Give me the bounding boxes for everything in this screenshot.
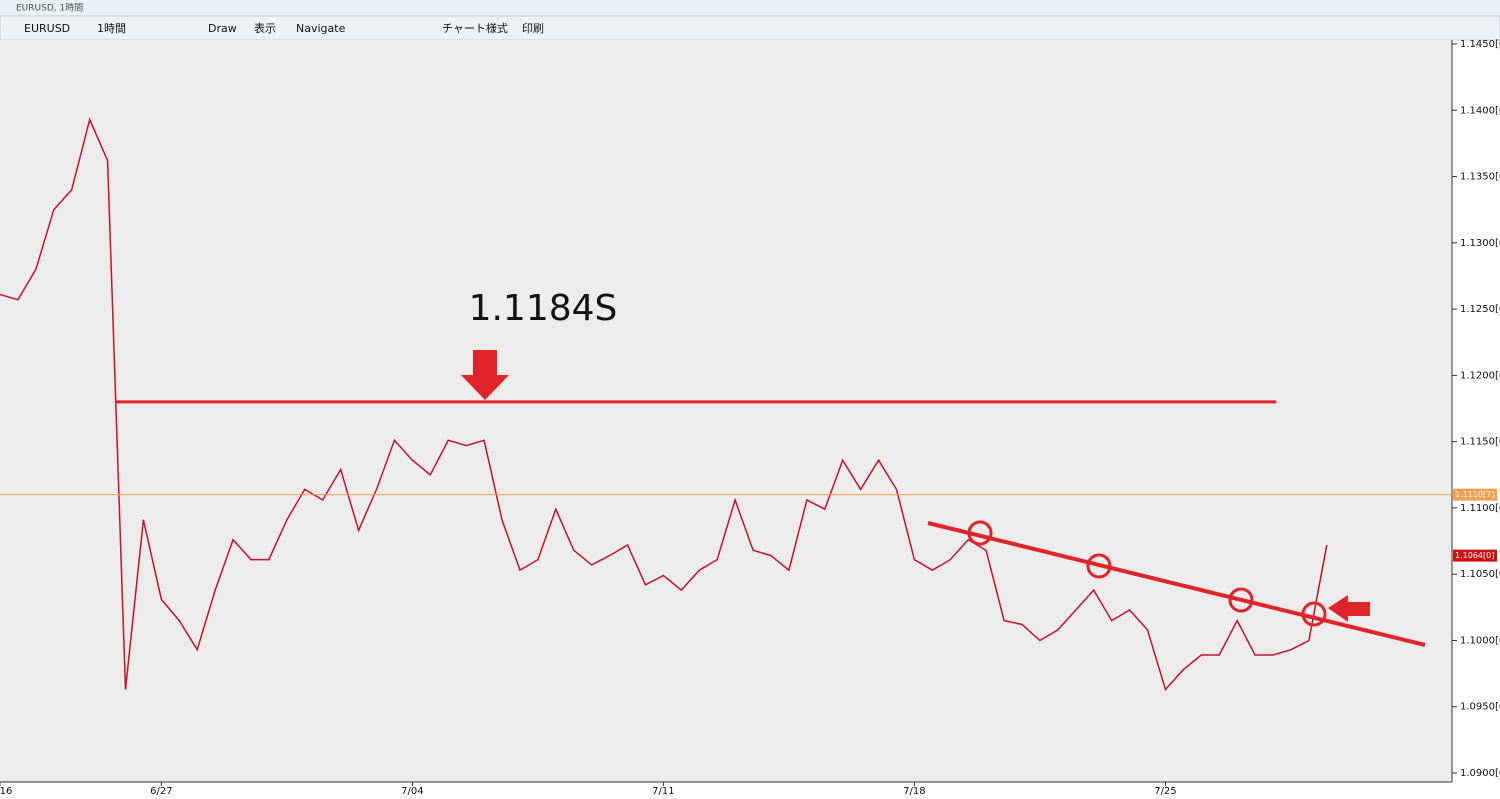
plot: 1.0900[0] 1.0950[0] 1.1000[0] 1.1050[0] 1.11… [0, 39, 1500, 797]
trend-line [927, 521, 1426, 647]
circle [1301, 601, 1327, 627]
y-tick-label: 1.0950[0] [1460, 702, 1500, 713]
toolbar-button[interactable]: Draw [208, 22, 237, 35]
y-tick-label: 1.1250[0] [1460, 304, 1500, 315]
price-tag [1453, 549, 1497, 562]
left-arrow [1328, 595, 1370, 622]
y-tick-label: 1.1200[0] [1460, 370, 1500, 381]
y-tick-label: 1.1100[0] [1460, 503, 1500, 514]
price-line [0, 117, 1328, 691]
price-tag [1453, 488, 1497, 501]
circle [967, 520, 993, 546]
price-tag-label: 1.1064[0] [1455, 551, 1494, 560]
toolbar-button[interactable]: 1時間 [97, 22, 126, 35]
annotation: 1.1184S [469, 288, 618, 329]
y-tick-label: 1.1400[0] [1460, 105, 1500, 116]
y-tick-label: 1.1450[0] [1460, 39, 1500, 50]
window-title: EURUSD, 1時間 [16, 3, 83, 14]
plot-area [0, 40, 1452, 782]
x-tick-label: 7/04 [401, 786, 423, 797]
toolbar-button[interactable]: 表示 [254, 21, 276, 35]
x-tick-label: 6/27 [150, 786, 172, 797]
toolbar-items: EURUSD 1時間 Draw 表示 Navigate チャート様式 印刷 [24, 21, 544, 35]
toolbar-button[interactable]: EURUSD [24, 22, 70, 35]
y-tick-label: 1.1150[0] [1460, 437, 1500, 448]
y-tick-label: 1.1050[0] [1460, 569, 1500, 580]
y-tick-label: 1.1000[0] [1460, 635, 1500, 646]
circle [1086, 553, 1112, 579]
x-tick-label: 7/18 [903, 786, 925, 797]
y-tick-label: 1.0900[0] [1460, 768, 1500, 779]
toolbar [0, 15, 1500, 41]
circle [1228, 587, 1254, 613]
y-tick-label: 1.1350[0] [1460, 172, 1500, 183]
x-tick-label: 7/11 [652, 786, 674, 797]
title-bar [0, 0, 1500, 16]
down-arrow [461, 350, 509, 400]
y-tick-label: 1.1300[0] [1460, 238, 1500, 249]
toolbar-button[interactable]: チャート様式 [442, 21, 508, 35]
toolbar-button[interactable]: 印刷 [522, 22, 544, 35]
toolbar-button[interactable]: Navigate [296, 22, 346, 35]
touch-circles [967, 520, 1327, 627]
x-tick-label: 7/25 [1154, 786, 1176, 797]
x-tick-label: 16 [0, 786, 12, 797]
price-tag-label: 1.1110[7] [1455, 490, 1494, 499]
